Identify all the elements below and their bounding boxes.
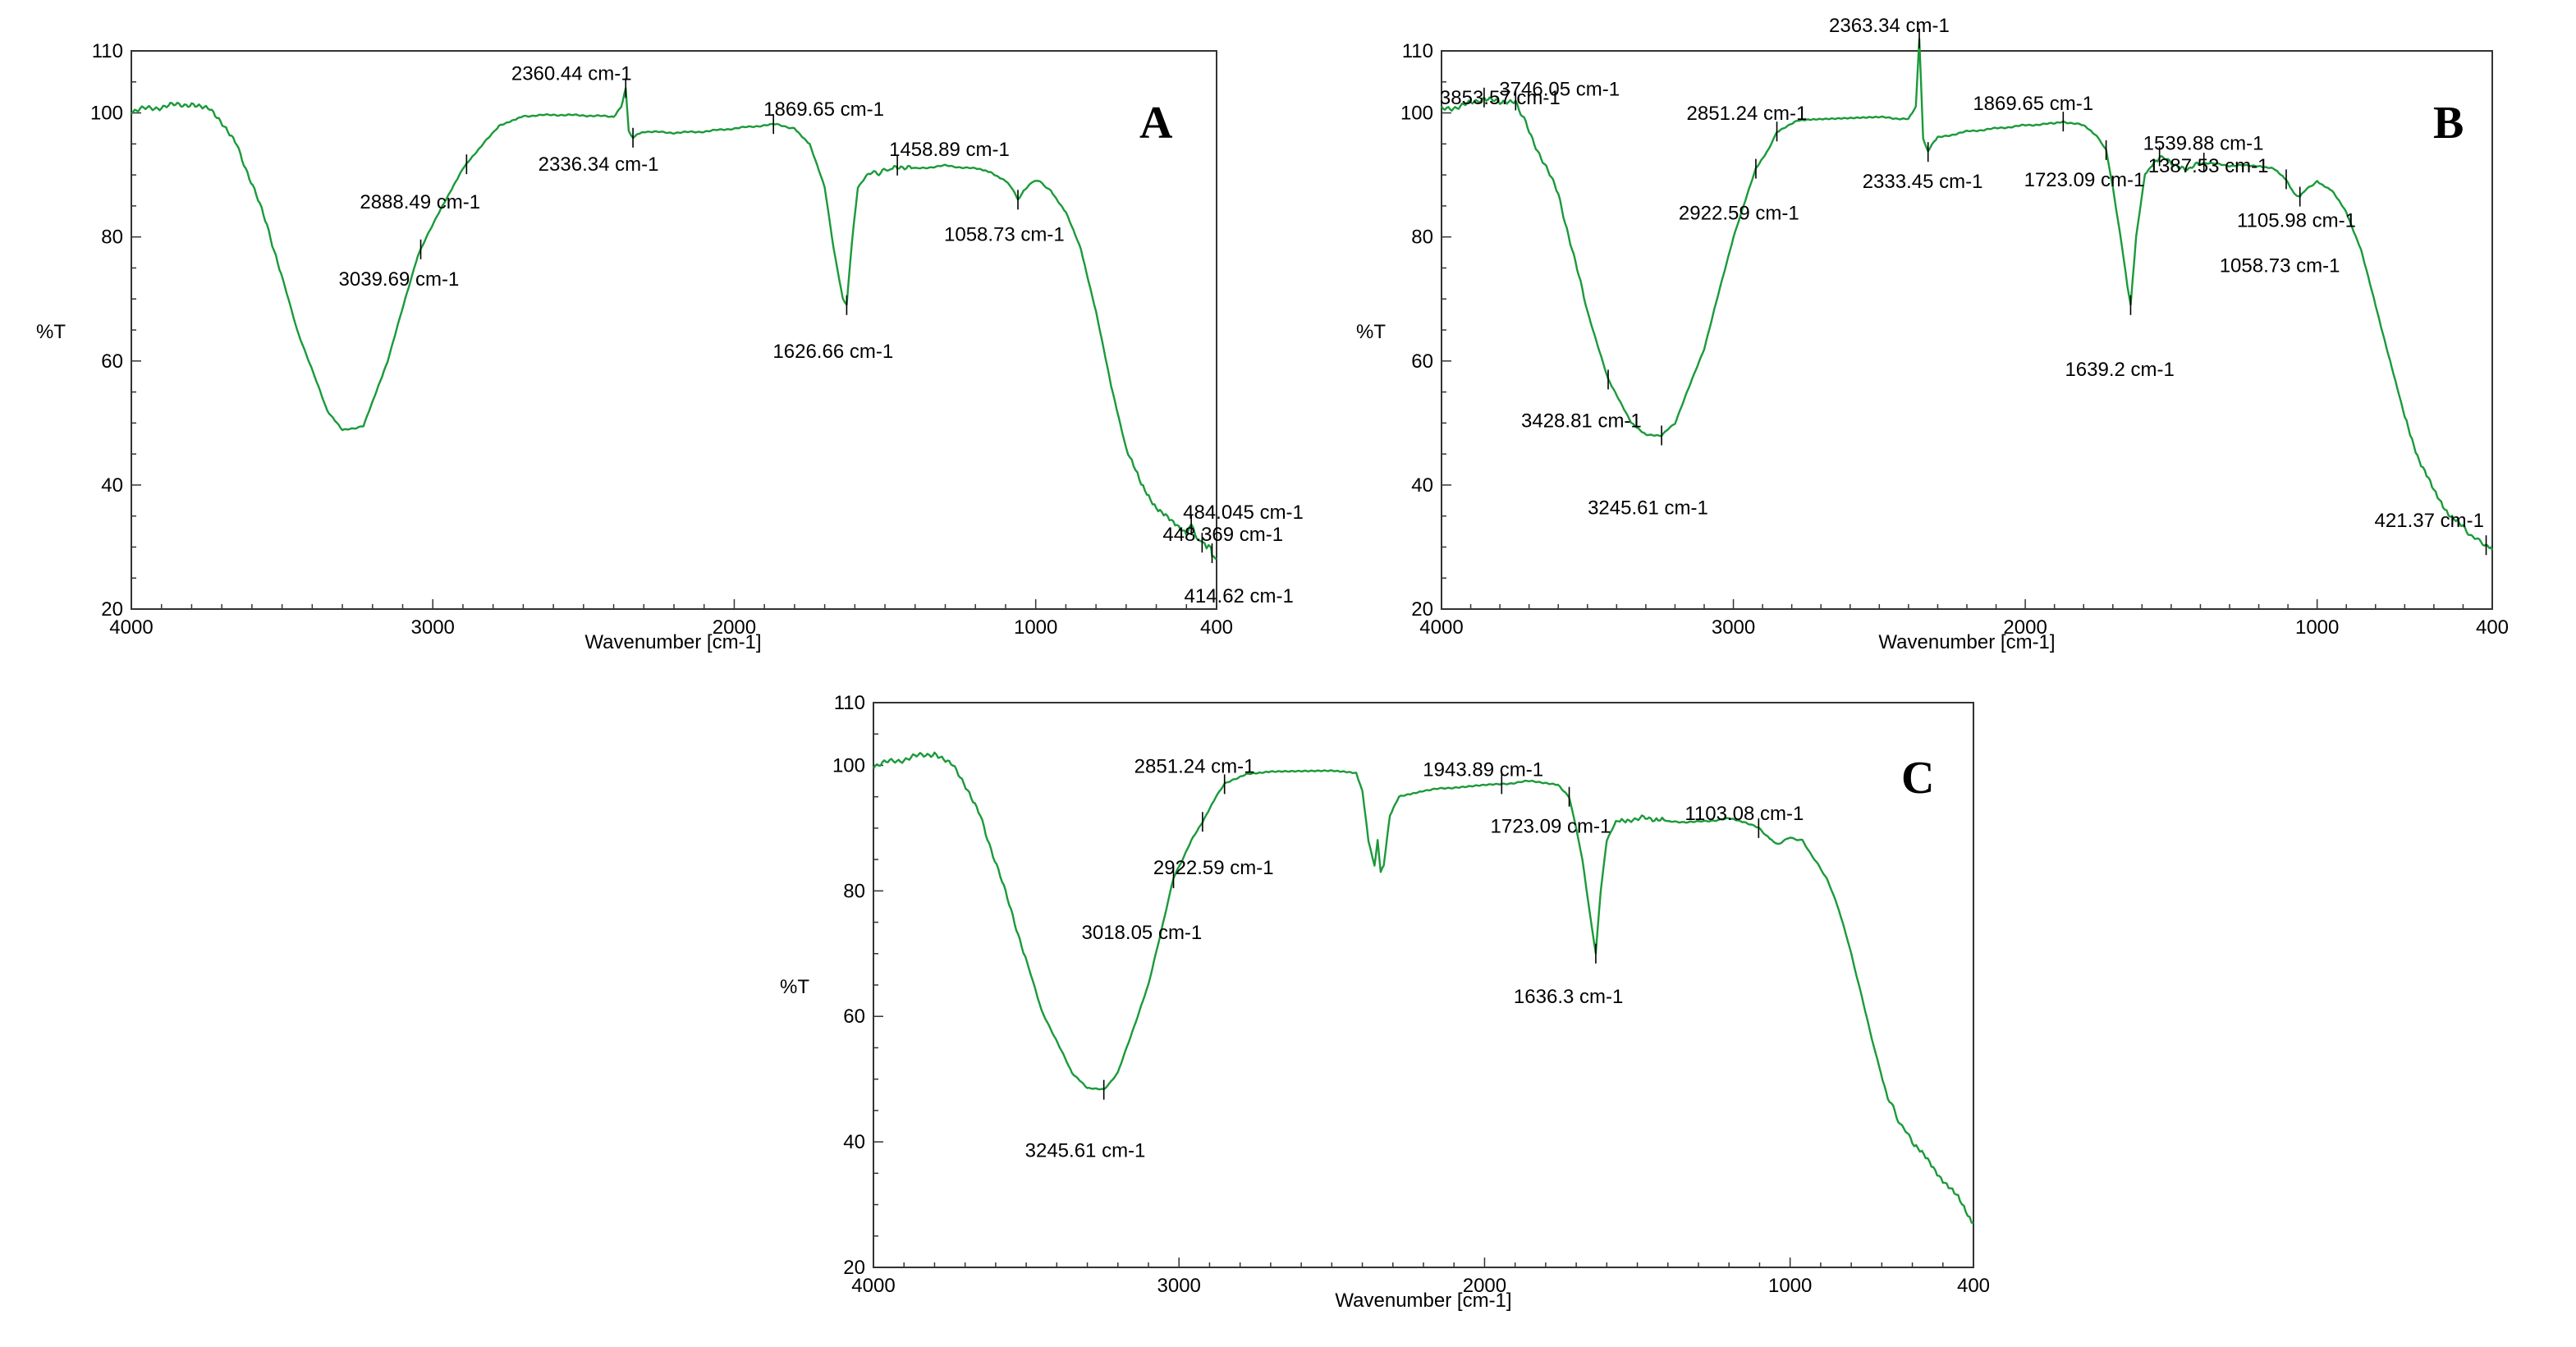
peak-label: 1103.08 cm-1 <box>1684 803 1804 825</box>
y-tick-label: 80 <box>1411 227 1433 249</box>
y-tick-label: 100 <box>90 103 123 125</box>
peak-label: 1387.53 cm-1 <box>2148 155 2269 177</box>
x-tick-label: 3000 <box>1157 1275 1201 1297</box>
peak-label: 2851.24 cm-1 <box>1687 103 1808 125</box>
y-tick-label: 80 <box>101 227 123 249</box>
panel-label: A <box>1139 98 1173 149</box>
x-tick-label: 400 <box>1200 616 1233 639</box>
y-tick-label: 20 <box>1411 598 1433 621</box>
peak-label: 2888.49 cm-1 <box>360 191 480 213</box>
peak-label: 3746.05 cm-1 <box>1499 78 1620 100</box>
peak-label: 1723.09 cm-1 <box>2024 169 2145 191</box>
panel-c: 4000 3000 2000 1000 400 20 40 60 80 100 110 Wavenu… <box>780 692 1990 1312</box>
peak-label: 2851.24 cm-1 <box>1134 755 1255 777</box>
y-tick-label: 60 <box>843 1006 865 1028</box>
peak-label: 3039.69 cm-1 <box>339 268 460 291</box>
y-tick-label: 40 <box>101 474 123 497</box>
y-tick-label: 40 <box>1411 474 1433 497</box>
peak-annotations: 2363.34 cm-1 2851.24 cm-1 1869.65 cm-1 3746… <box>1440 15 2487 556</box>
x-axis-label: Wavenumber [cm-1] <box>1335 1290 1511 1312</box>
axis-ticks: 4000 3000 2000 1000 400 20 40 60 80 100 110 <box>1400 40 2509 639</box>
y-tick-label: 20 <box>843 1257 865 1279</box>
panel-label: B <box>2433 98 2464 149</box>
spectrum-line <box>1441 38 2494 551</box>
panel-a: 4000 3000 2000 1000 400 20 40 60 80 100 110 Wavenu… <box>36 40 1304 653</box>
y-tick-label: 60 <box>101 350 123 373</box>
peak-label: 1723.09 cm-1 <box>1491 816 1611 838</box>
x-axis-label: Wavenumber [cm-1] <box>1878 631 2055 653</box>
spectrum-line <box>131 87 1217 561</box>
x-tick-label: 2000 <box>1463 1275 1506 1297</box>
x-tick-label: 4000 <box>109 616 153 639</box>
peak-label: 3018.05 cm-1 <box>1082 922 1203 944</box>
peak-label: 1639.2 cm-1 <box>2065 359 2174 381</box>
panel-label: C <box>1901 753 1934 804</box>
axis-ticks: 4000 3000 2000 1000 400 20 40 60 80 100 110 <box>90 40 1233 639</box>
x-tick-label: 4000 <box>1419 616 1463 639</box>
plot-frame <box>1441 50 2493 610</box>
peak-label: 2336.34 cm-1 <box>539 153 659 176</box>
peak-label: 1869.65 cm-1 <box>763 99 884 121</box>
peak-label: 2360.44 cm-1 <box>511 62 632 85</box>
y-tick-label: 110 <box>834 692 865 714</box>
y-tick-label: 110 <box>1402 40 1433 62</box>
peak-label: 1105.98 cm-1 <box>2237 209 2356 231</box>
y-axis-label: %T <box>780 976 809 998</box>
peak-label: 414.62 cm-1 <box>1184 585 1293 607</box>
x-tick-label: 1000 <box>1014 616 1057 639</box>
y-tick-label: 60 <box>1411 350 1433 373</box>
x-axis-label: Wavenumber [cm-1] <box>584 631 761 653</box>
peak-label: 1458.89 cm-1 <box>889 139 1010 161</box>
spectrum-line <box>872 751 1974 1225</box>
peak-label: 3245.61 cm-1 <box>1025 1140 1146 1162</box>
x-tick-label: 1000 <box>1768 1275 1812 1297</box>
peak-label: 1058.73 cm-1 <box>2220 255 2340 277</box>
y-tick-label: 100 <box>1400 103 1433 125</box>
peak-label: 1943.89 cm-1 <box>1423 758 1543 781</box>
x-tick-label: 2000 <box>2003 616 2047 639</box>
x-tick-label: 3000 <box>411 616 455 639</box>
peak-label: 1626.66 cm-1 <box>772 341 893 363</box>
peak-label: 484.045 cm-1 <box>1183 502 1304 524</box>
x-tick-label: 400 <box>1957 1275 1990 1297</box>
peak-label: 1058.73 cm-1 <box>944 223 1065 245</box>
peak-label: 1539.88 cm-1 <box>2143 132 2264 154</box>
peak-label: 421.37 cm-1 <box>2375 510 2484 532</box>
y-tick-label: 20 <box>101 598 123 621</box>
peak-label: 1636.3 cm-1 <box>1514 986 1623 1008</box>
peak-label: 3428.81 cm-1 <box>1521 410 1642 432</box>
peak-label: 2333.45 cm-1 <box>1863 171 1983 193</box>
x-tick-label: 2000 <box>713 616 756 639</box>
y-tick-label: 80 <box>843 880 865 902</box>
y-tick-label: 100 <box>832 754 865 777</box>
x-tick-label: 400 <box>2476 616 2509 639</box>
x-tick-label: 3000 <box>1712 616 1755 639</box>
x-tick-label: 4000 <box>851 1275 895 1297</box>
y-tick-label: 40 <box>843 1131 865 1153</box>
peak-label: 448.369 cm-1 <box>1162 524 1283 546</box>
peak-label: 1869.65 cm-1 <box>1973 93 2093 115</box>
panel-b: 4000 3000 2000 1000 400 20 40 60 80 100 110 Wavenu… <box>1356 15 2509 653</box>
peak-label: 2363.34 cm-1 <box>1829 15 1950 37</box>
peak-annotations: 2360.44 cm-1 1869.65 cm-1 2336.34 cm-1 1458… <box>339 62 1304 607</box>
peak-label: 3245.61 cm-1 <box>1588 497 1708 519</box>
y-axis-label: %T <box>36 321 66 343</box>
y-tick-label: 110 <box>92 40 123 62</box>
peak-annotations: 2851.24 cm-1 1943.89 cm-1 1103.08 cm-1 2922… <box>1025 755 1804 1161</box>
y-axis-label: %T <box>1356 321 1386 343</box>
peak-label: 2922.59 cm-1 <box>1153 857 1274 879</box>
axis-ticks: 4000 3000 2000 1000 400 20 40 60 80 100 110 <box>832 692 1990 1297</box>
x-tick-label: 1000 <box>2295 616 2339 639</box>
plot-frame <box>873 702 1974 1268</box>
peak-label: 3853.57 cm-1 <box>1440 87 1561 109</box>
peak-label: 2922.59 cm-1 <box>1679 203 1799 225</box>
